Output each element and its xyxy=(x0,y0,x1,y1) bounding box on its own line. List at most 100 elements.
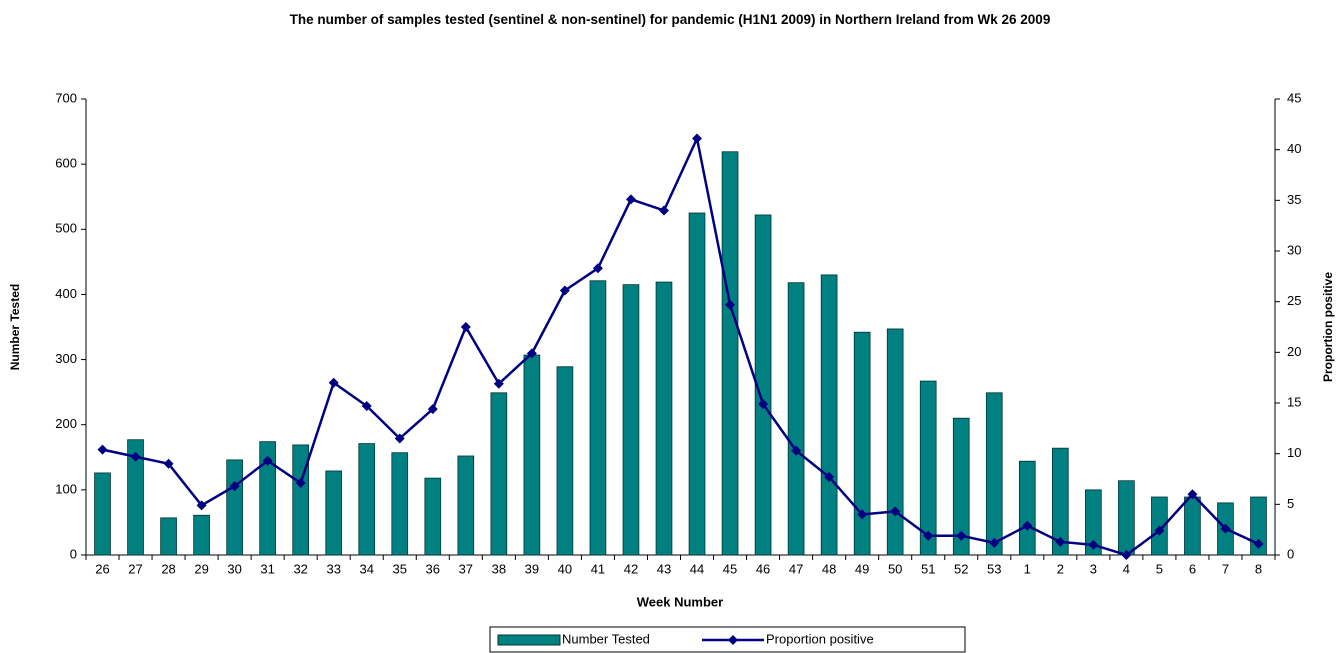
line-marker xyxy=(262,455,273,466)
bar xyxy=(1118,480,1135,556)
bar xyxy=(1085,489,1102,556)
x-tick-label: 8 xyxy=(1255,561,1262,576)
y2-tick-label: 10 xyxy=(1287,445,1301,460)
x-tick-label: 5 xyxy=(1156,561,1163,576)
line-marker xyxy=(791,445,802,456)
x-tick-label: 3 xyxy=(1090,561,1097,576)
bar xyxy=(688,212,706,556)
y2-tick-label: 30 xyxy=(1287,242,1301,257)
x-tick-label: 47 xyxy=(789,561,803,576)
line-marker xyxy=(1220,523,1231,534)
bar xyxy=(1018,460,1036,556)
y-tick-label: 500 xyxy=(55,221,77,236)
x-tick-label: 52 xyxy=(954,561,968,576)
x-tick-label: 41 xyxy=(591,561,605,576)
bar xyxy=(1184,496,1201,556)
y2-tick-label: 20 xyxy=(1287,344,1301,359)
line-marker xyxy=(427,404,438,415)
x-tick-label: 6 xyxy=(1189,561,1196,576)
line-marker xyxy=(1187,489,1198,500)
bar xyxy=(952,417,970,556)
legend-marker xyxy=(728,635,738,645)
line-marker xyxy=(1055,536,1066,547)
y-tick-label: 600 xyxy=(55,156,77,171)
bar xyxy=(160,517,177,556)
x-tick-label: 34 xyxy=(360,561,374,576)
line-marker xyxy=(1154,525,1165,536)
bar xyxy=(820,274,838,556)
bar xyxy=(754,214,772,556)
x-tick-label: 45 xyxy=(723,561,737,576)
y-tick-label: 200 xyxy=(55,416,77,431)
x-tick-label: 53 xyxy=(987,561,1001,576)
line-marker xyxy=(328,377,339,388)
bar xyxy=(985,392,1003,556)
x-tick-label: 50 xyxy=(888,561,902,576)
x-tick-label: 38 xyxy=(492,561,506,576)
bar xyxy=(226,459,243,556)
line-marker xyxy=(97,444,108,455)
line-marker xyxy=(295,478,306,489)
bar xyxy=(127,439,144,556)
line-marker xyxy=(1121,550,1132,560)
line-marker xyxy=(824,471,835,482)
line-marker xyxy=(394,433,405,444)
line-marker xyxy=(923,530,934,541)
y-tick-label: 400 xyxy=(55,286,77,301)
y-tick-label: 700 xyxy=(55,90,77,105)
bar xyxy=(655,281,673,556)
x-tick-label: 37 xyxy=(459,561,473,576)
line-marker xyxy=(956,530,967,541)
bar xyxy=(259,441,276,556)
x-tick-label: 51 xyxy=(921,561,935,576)
line-marker xyxy=(1253,538,1264,549)
line-marker xyxy=(592,263,603,274)
line-marker xyxy=(361,401,372,412)
x-tick-label: 31 xyxy=(260,561,274,576)
x-axis-label: Week Number xyxy=(637,594,723,609)
line-marker xyxy=(526,348,537,359)
y-tick-label: 0 xyxy=(70,546,77,561)
line-marker xyxy=(692,133,703,144)
x-tick-label: 28 xyxy=(161,561,175,576)
line-marker xyxy=(163,458,174,469)
x-tick-label: 42 xyxy=(624,561,638,576)
bar xyxy=(1051,447,1069,556)
y2-tick-label: 0 xyxy=(1287,546,1294,561)
line-marker xyxy=(1022,520,1033,531)
line-marker xyxy=(1088,539,1099,550)
chart-title: The number of samples tested (sentinel &… xyxy=(289,12,1051,27)
line-marker xyxy=(196,500,207,511)
y-axis-label: Number Tested xyxy=(8,284,22,370)
line-marker xyxy=(625,194,636,205)
bar xyxy=(457,455,475,556)
x-tick-label: 44 xyxy=(690,561,704,576)
x-tick-label: 2 xyxy=(1057,561,1064,576)
x-tick-label: 26 xyxy=(95,561,109,576)
x-tick-label: 4 xyxy=(1123,561,1130,576)
x-tick-label: 40 xyxy=(558,561,572,576)
y-tick-label: 100 xyxy=(55,481,77,496)
bar xyxy=(556,366,574,556)
legend-swatch xyxy=(497,634,561,646)
line-marker xyxy=(890,506,901,517)
bar xyxy=(490,392,508,556)
bar xyxy=(391,452,409,556)
x-tick-label: 33 xyxy=(326,561,340,576)
y2-axis-label: Proportion positive xyxy=(1321,272,1335,382)
bar xyxy=(325,470,343,556)
bar xyxy=(853,331,871,556)
y2-tick-label: 25 xyxy=(1287,293,1301,308)
line-marker xyxy=(989,537,1000,548)
x-tick-label: 7 xyxy=(1222,561,1229,576)
line-marker xyxy=(493,378,504,389)
y2-tick-label: 40 xyxy=(1287,141,1301,156)
line-marker xyxy=(460,322,471,332)
y2-tick-label: 5 xyxy=(1287,496,1294,511)
line-marker xyxy=(725,299,736,310)
x-tick-label: 29 xyxy=(194,561,208,576)
bar xyxy=(787,282,805,556)
x-tick-label: 1 xyxy=(1024,561,1031,576)
x-tick-label: 39 xyxy=(525,561,539,576)
x-tick-label: 35 xyxy=(393,561,407,576)
